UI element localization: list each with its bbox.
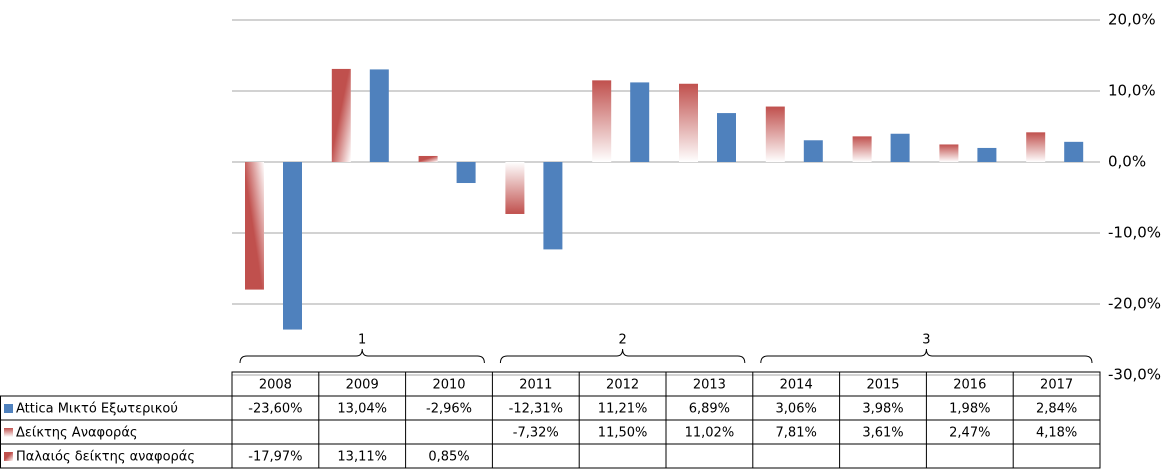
y-tick-label: -30,0% bbox=[1108, 366, 1161, 384]
data-label: -23,60% bbox=[248, 402, 302, 417]
data-label: -2,96% bbox=[426, 402, 472, 417]
y-tick-label: 20,0% bbox=[1108, 11, 1156, 29]
data-label: -17,97% bbox=[248, 450, 302, 465]
y-tick-label: 10,0% bbox=[1108, 82, 1156, 100]
data-label: 3,06% bbox=[776, 402, 817, 417]
x-category-label: 2010 bbox=[432, 378, 465, 393]
data-label: 6,89% bbox=[689, 402, 730, 417]
group-brace bbox=[760, 348, 1093, 364]
bar bbox=[977, 147, 997, 162]
bar bbox=[765, 106, 785, 162]
y-tick-label: -10,0% bbox=[1108, 224, 1161, 242]
bar bbox=[245, 162, 264, 290]
x-category-label: 2015 bbox=[866, 378, 899, 393]
bar bbox=[418, 155, 438, 162]
bar bbox=[1026, 132, 1046, 162]
data-label: 0,85% bbox=[428, 450, 469, 465]
data-label: 13,04% bbox=[337, 402, 387, 417]
group-brace bbox=[499, 348, 746, 364]
y-tick-label: -20,0% bbox=[1108, 295, 1161, 313]
data-label: -12,31% bbox=[509, 402, 563, 417]
bar bbox=[630, 82, 650, 162]
x-category-label: 2012 bbox=[606, 378, 639, 393]
legend-key bbox=[4, 404, 13, 413]
bar bbox=[283, 162, 302, 330]
bar bbox=[679, 83, 698, 162]
data-label: 11,02% bbox=[685, 426, 735, 441]
data-label: 2,84% bbox=[1036, 402, 1077, 417]
x-category-label: 2017 bbox=[1040, 378, 1073, 393]
x-category-label: 2009 bbox=[346, 378, 379, 393]
data-label: 11,21% bbox=[598, 402, 648, 417]
x-category-label: 2008 bbox=[259, 378, 292, 393]
data-label: 2,47% bbox=[949, 426, 990, 441]
bar bbox=[717, 113, 736, 162]
data-label: 4,18% bbox=[1036, 426, 1077, 441]
bar bbox=[939, 144, 959, 162]
group-label: 1 bbox=[358, 333, 366, 348]
x-category-label: 2014 bbox=[780, 378, 813, 393]
x-category-label: 2016 bbox=[953, 378, 986, 393]
legend-label: Attica Μικτό Εξωτερικού bbox=[16, 402, 178, 417]
x-category-label: 2013 bbox=[693, 378, 726, 393]
data-label: 11,50% bbox=[598, 426, 648, 441]
bar bbox=[456, 162, 476, 184]
data-label: 3,98% bbox=[862, 402, 903, 417]
legend-label: Δείκτης Αναφοράς bbox=[16, 426, 138, 441]
y-tick-label: 0,0% bbox=[1108, 153, 1146, 171]
data-label: 3,61% bbox=[862, 426, 903, 441]
bar bbox=[505, 162, 525, 214]
bar bbox=[369, 69, 389, 162]
legend-label: Παλαιός δείκτης αναφοράς bbox=[16, 450, 195, 465]
bar bbox=[592, 80, 612, 162]
bar bbox=[803, 140, 823, 162]
bar bbox=[331, 68, 351, 162]
legend-key bbox=[4, 452, 13, 461]
bar bbox=[890, 133, 910, 162]
data-label: 7,81% bbox=[776, 426, 817, 441]
x-category-label: 2011 bbox=[519, 378, 552, 393]
group-brace bbox=[239, 348, 485, 364]
data-label: 1,98% bbox=[949, 402, 990, 417]
group-label: 2 bbox=[618, 333, 626, 348]
bar bbox=[543, 162, 563, 250]
data-label: 13,11% bbox=[337, 450, 387, 465]
legend-key bbox=[4, 428, 13, 437]
bar bbox=[852, 136, 872, 162]
group-label: 3 bbox=[922, 333, 930, 348]
data-label: -7,32% bbox=[513, 426, 559, 441]
bar bbox=[1064, 141, 1084, 162]
